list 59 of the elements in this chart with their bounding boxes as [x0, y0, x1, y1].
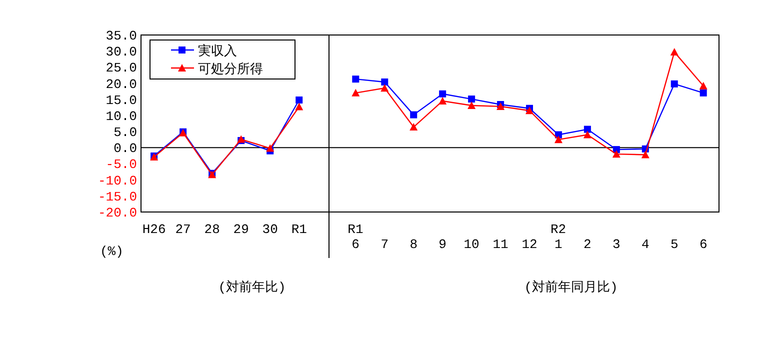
x-tick-label: R1 6	[348, 222, 364, 252]
x-tick-label: 29	[233, 222, 249, 237]
y-tick-label: 30.0	[106, 44, 137, 60]
x-tick-label: 8	[410, 237, 418, 252]
x-tick-label: 7	[380, 237, 389, 252]
legend-label: 実収入	[198, 43, 237, 59]
point	[612, 150, 620, 158]
y-tick-label: -20.0	[98, 206, 137, 220]
x-tick-label: R1	[291, 222, 308, 237]
point	[468, 101, 476, 109]
point	[583, 130, 592, 138]
point	[670, 80, 678, 88]
point	[439, 90, 446, 98]
x-tick-label: 5	[670, 237, 678, 252]
x-tick-label: 3	[612, 237, 620, 252]
point	[295, 102, 304, 110]
y-axis-title: (%)	[100, 244, 124, 259]
point	[352, 88, 360, 96]
y-tick-label: 10.0	[106, 108, 137, 124]
x-tick-label: 27	[175, 222, 191, 237]
point	[438, 96, 447, 104]
legend-label: 可処分所得	[198, 62, 263, 77]
point	[554, 136, 562, 144]
point	[700, 89, 707, 96]
x-tick-label: 2	[584, 237, 592, 252]
point	[584, 126, 591, 133]
y-tick-label: 35.0	[106, 28, 137, 44]
x-tick-label: 4	[642, 237, 650, 252]
point	[266, 144, 274, 152]
x-tick-label: H26	[142, 222, 166, 237]
x-tick-label: 12	[522, 237, 538, 252]
y-tick-label: 20.0	[106, 76, 137, 92]
point	[641, 150, 650, 158]
y-tick-label: -5.0	[106, 157, 137, 172]
point	[410, 123, 418, 131]
y-tick-label: 5.0	[114, 125, 137, 140]
x-tick-label: 28	[204, 222, 220, 237]
x-axis-title: (対前年同月比)	[524, 279, 618, 295]
y-tick-label: -15.0	[98, 189, 137, 204]
point	[670, 48, 678, 56]
y-tick-label: 15.0	[106, 92, 137, 108]
x-tick-label: R2 1	[550, 222, 566, 252]
point	[380, 84, 389, 92]
x-tick-label: 10	[464, 237, 480, 252]
y-tick-label: 25.0	[106, 60, 137, 76]
point	[410, 111, 418, 118]
point	[381, 78, 388, 86]
point	[526, 106, 534, 114]
x-tick-label: 6	[699, 237, 708, 252]
y-tick-label: 0.0	[114, 141, 137, 156]
point	[468, 96, 476, 103]
x-tick-label: 11	[492, 237, 509, 252]
point	[699, 82, 708, 90]
x-tick-label: 9	[438, 237, 446, 252]
point	[352, 76, 360, 83]
y-tick-label: -10.0	[98, 173, 137, 188]
point	[296, 96, 303, 104]
x-tick-label: 30	[262, 222, 278, 237]
x-axis-title: (対前年比)	[218, 279, 286, 295]
